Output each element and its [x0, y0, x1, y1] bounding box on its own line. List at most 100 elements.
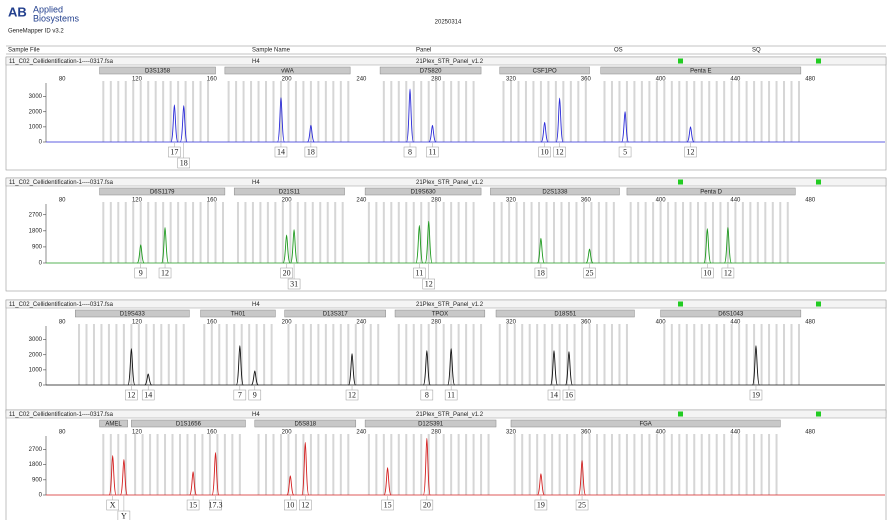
- allele-bin: [317, 81, 320, 142]
- allele-bin: [263, 324, 266, 385]
- y-tick-label: 900: [32, 477, 43, 483]
- allele-bin: [405, 324, 408, 385]
- allele-bin: [663, 324, 666, 385]
- peak: [348, 353, 356, 386]
- allele-bin: [341, 202, 344, 263]
- locus-bar: [254, 419, 357, 428]
- allele-bin: [255, 324, 258, 385]
- allele-bin: [347, 324, 350, 385]
- allele-bin: [472, 324, 475, 385]
- allele-bin: [696, 202, 699, 263]
- peak: [250, 370, 259, 386]
- locus-name: D13S317: [323, 311, 349, 317]
- panel-name: 21Plex_STR_Panel_v1.2: [416, 302, 484, 308]
- allele-bin: [567, 202, 570, 263]
- sample-file: 11_C02_Cellidentification-1----0317.fsa: [9, 412, 114, 418]
- allele-bin: [509, 81, 512, 142]
- allele-bin: [745, 81, 748, 142]
- allele-bin: [633, 81, 636, 142]
- panel-header: [5, 299, 887, 309]
- peak: [136, 244, 145, 264]
- peak: [301, 441, 310, 496]
- allele-bin: [192, 202, 195, 263]
- allele-box: [284, 499, 297, 511]
- peak: [424, 220, 433, 264]
- allele-bin: [257, 81, 260, 142]
- x-tick-label: 360: [581, 77, 592, 83]
- panel-name: 21Plex_STR_Panel_v1.2: [416, 412, 484, 418]
- allele-bin: [678, 324, 681, 385]
- allele-bin: [498, 324, 501, 385]
- os-status: [678, 179, 683, 185]
- allele-box: [345, 389, 359, 401]
- allele-box: [168, 146, 181, 158]
- allele-bin: [182, 324, 185, 385]
- allele-bin: [644, 202, 647, 263]
- allele-bin: [109, 434, 112, 495]
- panel-header: [5, 56, 887, 66]
- allele-bin: [192, 81, 195, 142]
- allele-bin: [738, 81, 741, 142]
- allele-label: 12: [301, 500, 309, 509]
- allele-bin: [259, 202, 262, 263]
- allele-bin: [730, 324, 733, 385]
- allele-bin: [582, 202, 585, 263]
- allele-bin: [85, 324, 88, 385]
- locus-bar: [233, 187, 345, 196]
- allele-bin: [311, 202, 314, 263]
- allele-bin: [670, 81, 673, 142]
- allele-bin: [730, 434, 733, 495]
- allele-label: 11: [429, 147, 437, 156]
- allele-box: [186, 499, 200, 511]
- allele-bin: [186, 434, 189, 495]
- allele-bin: [558, 324, 561, 385]
- allele-bin: [633, 434, 636, 495]
- allele-bin: [420, 81, 423, 142]
- allele-label: 12: [161, 268, 169, 277]
- allele-bin: [427, 324, 430, 385]
- allele-bin: [397, 202, 400, 263]
- allele-label: 5: [623, 147, 627, 156]
- allele-bin: [553, 202, 556, 263]
- peak: [179, 105, 188, 143]
- allele-bin: [528, 434, 531, 495]
- y-tick-label: 900: [32, 244, 43, 250]
- locus-name: FGA: [639, 421, 651, 427]
- allele-bin: [332, 434, 335, 495]
- peak: [170, 104, 179, 143]
- allele-box: [422, 278, 435, 290]
- allele-bin: [244, 202, 247, 263]
- allele-bin: [279, 434, 282, 495]
- peak: [415, 225, 424, 264]
- allele-bin: [562, 81, 565, 142]
- allele-bin: [465, 81, 468, 142]
- peak: [540, 121, 549, 143]
- allele-bin: [375, 434, 378, 495]
- allele-bin: [304, 202, 307, 263]
- allele-label: 10: [703, 268, 711, 277]
- allele-bin: [674, 202, 677, 263]
- allele-bin: [700, 81, 703, 142]
- allele-bin: [122, 324, 125, 385]
- allele-bin: [715, 434, 718, 495]
- allele-bin: [317, 434, 320, 495]
- allele-bin: [708, 324, 711, 385]
- sample-file: 11_C02_Cellidentification-1----0317.fsa: [9, 302, 114, 308]
- allele-label: 19: [752, 390, 760, 399]
- peak: [550, 350, 558, 386]
- allele-bin: [169, 202, 172, 263]
- x-tick-label: 320: [506, 430, 517, 436]
- peak: [383, 467, 392, 496]
- allele-bin: [457, 81, 460, 142]
- sample-name: H4: [252, 180, 260, 186]
- allele-bin: [382, 81, 385, 142]
- allele-bin: [435, 81, 438, 142]
- panel-header: [5, 409, 887, 419]
- allele-bin: [573, 434, 576, 495]
- allele-label: 12: [127, 390, 135, 399]
- allele-bin: [154, 81, 157, 142]
- allele-label: 8: [425, 390, 429, 399]
- allele-bin: [115, 324, 118, 385]
- allele-bin: [603, 434, 606, 495]
- sample-name: H4: [252, 59, 260, 65]
